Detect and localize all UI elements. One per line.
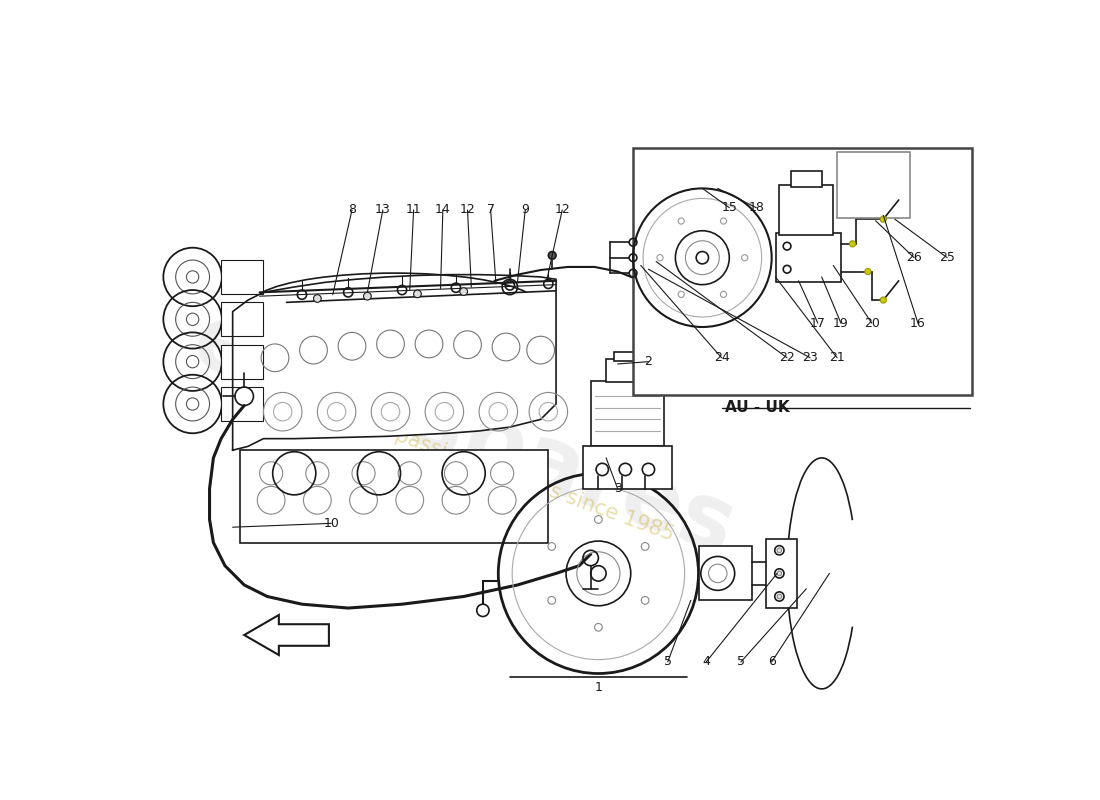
Text: 10: 10	[323, 517, 339, 530]
Text: 18: 18	[748, 201, 764, 214]
Text: 13: 13	[375, 203, 390, 217]
Circle shape	[548, 251, 557, 259]
Bar	[776, 233, 842, 282]
Text: a passion for parts since 1985: a passion for parts since 1985	[374, 418, 676, 544]
Bar	[221, 260, 264, 294]
Text: 9: 9	[521, 203, 529, 217]
Bar	[767, 538, 798, 608]
Circle shape	[777, 548, 782, 553]
Text: 11: 11	[406, 203, 421, 217]
FancyArrow shape	[244, 615, 329, 655]
Text: 20: 20	[864, 317, 880, 330]
Text: 23: 23	[802, 351, 818, 364]
Text: 21: 21	[829, 351, 845, 364]
Text: 4: 4	[702, 655, 711, 669]
Circle shape	[777, 571, 782, 576]
Bar	[634, 148, 972, 394]
Circle shape	[880, 297, 887, 303]
Text: AU - UK: AU - UK	[726, 400, 790, 415]
Text: 14: 14	[434, 203, 451, 217]
Text: 22: 22	[779, 351, 795, 364]
Bar	[779, 185, 834, 234]
Bar	[591, 381, 664, 446]
Bar	[614, 352, 640, 361]
Text: 26: 26	[906, 251, 922, 264]
Circle shape	[777, 594, 782, 599]
Text: 2: 2	[645, 355, 652, 368]
Circle shape	[460, 288, 467, 295]
Bar	[221, 345, 264, 378]
Text: 6: 6	[768, 655, 776, 669]
Text: 3: 3	[614, 482, 622, 495]
Bar	[241, 450, 548, 542]
Text: 7: 7	[486, 203, 495, 217]
Bar	[221, 387, 264, 421]
Bar	[791, 171, 822, 187]
Text: 24: 24	[714, 351, 729, 364]
Circle shape	[880, 216, 887, 222]
Circle shape	[849, 241, 856, 247]
Bar	[583, 446, 671, 489]
Bar	[221, 302, 264, 336]
Bar	[606, 359, 649, 382]
Circle shape	[414, 290, 421, 298]
Text: 5: 5	[737, 655, 745, 669]
Text: 25: 25	[939, 251, 955, 264]
Polygon shape	[233, 274, 556, 450]
Text: 15: 15	[722, 201, 737, 214]
Circle shape	[865, 269, 871, 274]
Bar	[837, 152, 911, 218]
Text: 12: 12	[554, 203, 570, 217]
Text: 17: 17	[810, 317, 826, 330]
Text: eurospares: eurospares	[180, 296, 747, 574]
Text: 1: 1	[594, 681, 603, 694]
Text: 12: 12	[460, 203, 475, 217]
Circle shape	[363, 292, 372, 300]
Text: 5: 5	[663, 655, 672, 669]
Text: 8: 8	[348, 203, 356, 217]
Text: 19: 19	[833, 317, 849, 330]
Bar	[698, 546, 752, 600]
Text: 16: 16	[910, 317, 926, 330]
Circle shape	[314, 294, 321, 302]
